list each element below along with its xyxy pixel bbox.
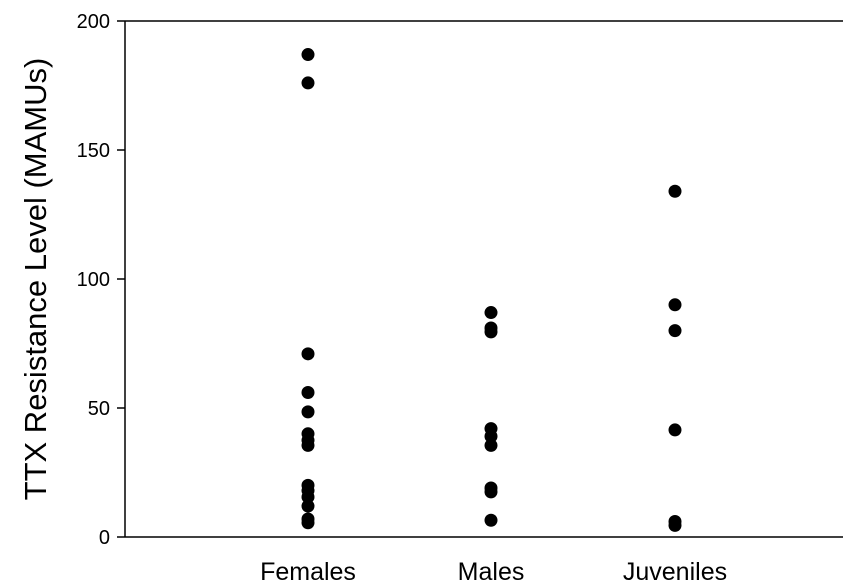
x-category-labels: Females Males Juveniles — [260, 558, 727, 585]
data-point-males — [484, 485, 498, 499]
data-point-juveniles — [668, 184, 682, 198]
y-tick-label: 0 — [99, 527, 110, 549]
y-tick-label: 200 — [77, 11, 110, 33]
data-point-females — [301, 499, 315, 513]
data-point-males — [484, 513, 498, 527]
data-point-females — [301, 490, 315, 504]
data-point-females — [301, 76, 315, 90]
data-point-males — [484, 325, 498, 339]
data-point-females — [301, 516, 315, 530]
x-category-label-juveniles: Juveniles — [623, 558, 727, 585]
data-point-females — [301, 438, 315, 452]
y-axis-title: TTX Resistance Level (MAMUs) — [18, 58, 53, 501]
data-point-juveniles — [668, 324, 682, 338]
data-point-juveniles — [668, 423, 682, 437]
data-points — [301, 48, 682, 532]
data-point-males — [484, 306, 498, 320]
data-point-females — [301, 347, 315, 361]
data-point-males — [484, 438, 498, 452]
y-tick-label: 150 — [77, 140, 110, 162]
data-point-males — [484, 429, 498, 443]
y-ticks: 0 50 100 150 200 — [77, 11, 125, 549]
data-point-juveniles — [668, 298, 682, 312]
axes — [124, 20, 843, 538]
y-tick-label: 100 — [77, 269, 110, 291]
x-category-label-males: Males — [458, 558, 525, 585]
data-point-females — [301, 48, 315, 62]
data-point-juveniles — [668, 518, 682, 532]
y-tick-label: 50 — [88, 398, 110, 420]
x-category-label-females: Females — [260, 558, 356, 585]
data-point-females — [301, 405, 315, 419]
data-point-females — [301, 386, 315, 400]
